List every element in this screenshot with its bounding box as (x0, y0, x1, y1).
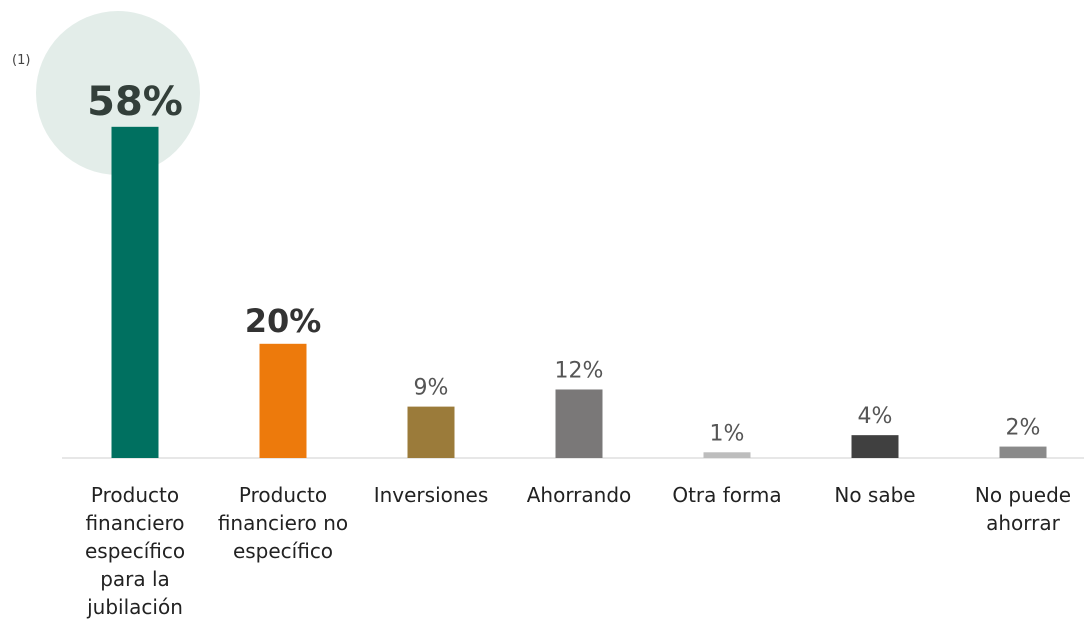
bar (703, 452, 751, 458)
category-label: Producto financiero no específico (217, 483, 349, 563)
category-label: No puede ahorrar (974, 483, 1072, 535)
category-label: Ahorrando (526, 483, 632, 507)
highlight-circle (36, 11, 200, 175)
bar (407, 406, 455, 458)
bar (259, 343, 307, 458)
bar (555, 389, 603, 458)
category-label: Producto financiero específico para la j… (85, 483, 186, 619)
value-label: 9% (414, 376, 449, 401)
value-label: 4% (858, 404, 893, 429)
category-label: Inversiones (373, 483, 489, 507)
value-label: 58% (87, 79, 183, 125)
category-label: No sabe (834, 483, 916, 507)
value-label: 20% (245, 302, 322, 340)
category-label: Otra forma (672, 483, 782, 507)
bar (111, 126, 159, 458)
value-label: 12% (555, 358, 604, 383)
value-label: 1% (710, 421, 745, 446)
footnote: (1) (12, 53, 30, 68)
value-label: 2% (1006, 416, 1041, 441)
bar (851, 435, 899, 458)
bar (999, 446, 1047, 458)
